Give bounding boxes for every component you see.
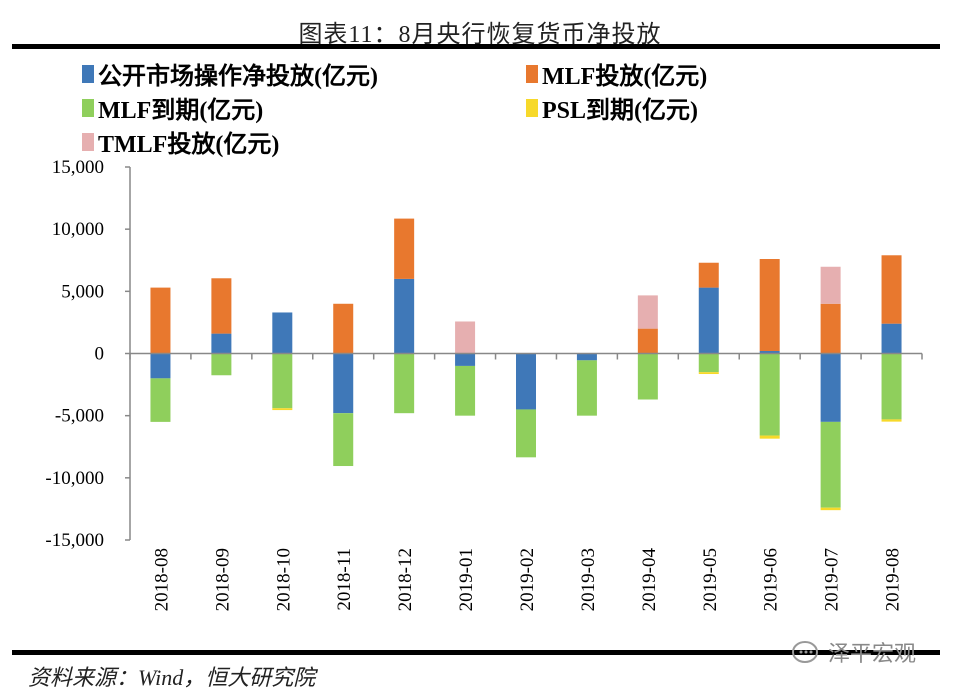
bar-2019-02-series-2 — [516, 409, 536, 458]
bar-2019-08-series-3 — [881, 419, 902, 422]
legend-tmlf: TMLF投放(亿元) — [82, 124, 279, 159]
legend-mlf: MLF投放(亿元) — [526, 56, 707, 91]
source-note: 资料来源：Wind，恒大研究院 — [28, 665, 316, 690]
bar-2018-12-series-0 — [394, 278, 415, 354]
bar-2018-08-series-1 — [150, 287, 171, 354]
bar-2019-08-series-0 — [881, 323, 902, 354]
y-tick-label: 15,000 — [52, 157, 104, 178]
y-tick-label: -10,000 — [45, 468, 104, 489]
x-tick-label: 2018-09 — [212, 548, 233, 611]
x-tick-label: 2019-08 — [883, 548, 904, 611]
legend-swatch — [82, 64, 94, 83]
bar-2018-10-series-0 — [272, 312, 293, 354]
bar-2018-12-series-2 — [394, 353, 415, 414]
bar-2019-01-series-2 — [455, 365, 476, 416]
legend-label: MLF投放(亿元) — [542, 64, 708, 90]
bar-2019-08-series-2 — [881, 353, 902, 420]
legend-swatch — [526, 64, 538, 83]
chart-title: 图表11：8月央行恢复货币净投放 — [298, 22, 662, 48]
x-tick-label: 2019-06 — [761, 548, 782, 611]
legend-swatch — [82, 98, 94, 117]
bar-2019-05-series-2 — [698, 353, 719, 373]
bar-2019-05-series-1 — [698, 262, 719, 288]
wechat-icon — [792, 641, 818, 663]
bar-2019-02-series-0 — [516, 353, 536, 410]
watermark-logo: 泽平宏观 — [790, 636, 916, 668]
y-tick-label: -5,000 — [55, 406, 104, 427]
bar-2019-07-series-2 — [820, 421, 841, 508]
bar-2019-06-series-0 — [759, 351, 780, 354]
bar-2019-04-series-1 — [637, 328, 658, 354]
bar-2019-07-series-4 — [820, 266, 841, 304]
bar-2018-11-series-1 — [333, 303, 354, 354]
bar-2019-07-series-3 — [820, 507, 841, 511]
y-tick-label: 0 — [95, 344, 105, 365]
legend-swatch — [526, 98, 538, 117]
bar-2019-06-series-2 — [759, 353, 780, 436]
y-tick-label: -15,000 — [45, 530, 104, 551]
x-tick-label: 2018-11 — [334, 548, 355, 611]
bar-2019-08-series-1 — [881, 255, 902, 324]
bar-2018-09-series-1 — [211, 278, 232, 334]
legend-mlf-due: MLF到期(亿元) — [82, 90, 263, 125]
bar-2018-09-series-2 — [211, 353, 232, 376]
legend-label: TMLF投放(亿元) — [98, 132, 280, 158]
bar-2019-06-series-1 — [759, 259, 780, 352]
bar-2018-11-series-0 — [333, 353, 354, 414]
bar-2018-10-series-2 — [272, 353, 293, 409]
x-tick-label: 2019-02 — [517, 548, 538, 611]
bottom-rule — [12, 650, 940, 655]
bar-2019-05-series-0 — [698, 287, 719, 354]
bar-2019-07-series-1 — [820, 303, 841, 354]
x-tick-label: 2019-07 — [822, 548, 843, 611]
x-tick-label: 2019-01 — [456, 548, 477, 611]
bar-2019-04-series-2 — [637, 353, 658, 400]
bar-2019-06-series-3 — [759, 435, 780, 439]
bar-2018-11-series-2 — [333, 413, 354, 467]
bar-2018-08-series-0 — [150, 353, 171, 379]
bar-2019-07-series-0 — [820, 353, 841, 422]
legend-psl-due: PSL到期(亿元) — [526, 90, 698, 125]
legend-omo: 公开市场操作净投放(亿元) — [82, 56, 378, 91]
x-tick-label: 2019-03 — [578, 548, 599, 611]
bar-2019-03-series-2 — [576, 360, 597, 416]
bar-2019-03-series-0 — [576, 353, 597, 361]
x-tick-label: 2018-12 — [395, 548, 416, 611]
legend-label: PSL到期(亿元) — [542, 98, 698, 124]
x-tick-label: 2018-08 — [151, 548, 172, 611]
bar-2018-09-series-0 — [211, 333, 232, 354]
legend-swatch — [82, 132, 94, 151]
y-tick-label: 10,000 — [52, 219, 104, 240]
bar-2019-04-series-4 — [637, 295, 658, 329]
x-tick-label: 2019-04 — [639, 548, 660, 612]
bar-2018-08-series-2 — [150, 378, 171, 422]
legend-label: 公开市场操作净投放(亿元) — [98, 64, 378, 90]
y-tick-label: 5,000 — [61, 281, 104, 302]
x-tick-label: 2018-10 — [273, 548, 294, 611]
x-tick-label: 2019-05 — [700, 548, 721, 611]
bar-2019-05-series-3 — [698, 372, 719, 375]
bar-2018-10-series-3 — [272, 408, 293, 411]
bar-2019-01-series-0 — [455, 353, 476, 366]
bar-2018-12-series-1 — [394, 218, 415, 279]
legend-label: MLF到期(亿元) — [98, 98, 264, 124]
top-rule — [12, 44, 940, 49]
bar-2019-01-series-4 — [455, 321, 476, 354]
